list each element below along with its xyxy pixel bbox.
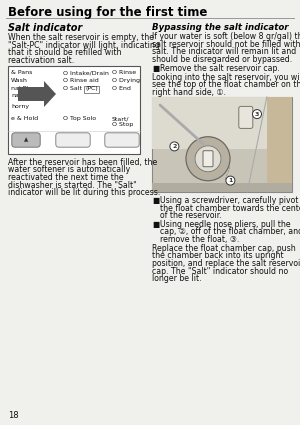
Text: O End: O End <box>112 86 131 91</box>
Text: remove the float, ③.: remove the float, ③. <box>160 235 239 244</box>
FancyBboxPatch shape <box>152 97 292 192</box>
Text: Before using for the first time: Before using for the first time <box>8 6 207 19</box>
Circle shape <box>170 142 179 151</box>
FancyBboxPatch shape <box>152 97 267 149</box>
Text: If your water is soft (below 8 gr/gal) the: If your water is soft (below 8 gr/gal) t… <box>152 32 300 41</box>
Text: nal: nal <box>11 93 21 98</box>
Text: 18: 18 <box>8 411 19 420</box>
Text: that it should be refilled with: that it should be refilled with <box>8 48 122 57</box>
Text: cap, ②, off of the float chamber, and: cap, ②, off of the float chamber, and <box>160 227 300 236</box>
Text: O Drying: O Drying <box>112 78 140 83</box>
Text: Replace the float chamber cap, push: Replace the float chamber cap, push <box>152 244 296 253</box>
Text: O Rinse: O Rinse <box>112 70 136 75</box>
Text: reactivated the next time the: reactivated the next time the <box>8 173 124 182</box>
Text: After the reservoir has been filled, the: After the reservoir has been filled, the <box>8 158 157 167</box>
Text: should be disregarded or bypassed.: should be disregarded or bypassed. <box>152 54 292 63</box>
Text: e & Hold: e & Hold <box>11 116 38 121</box>
Text: "Salt-PC" indicator will light, indicating: "Salt-PC" indicator will light, indicati… <box>8 40 160 49</box>
Text: ■: ■ <box>152 64 159 73</box>
Text: dishwasher is started. The "Salt": dishwasher is started. The "Salt" <box>8 181 137 190</box>
Circle shape <box>226 176 235 185</box>
Text: & Pans: & Pans <box>11 70 32 75</box>
Text: O Salt: O Salt <box>63 86 82 91</box>
Text: Bypassing the salt indicator: Bypassing the salt indicator <box>152 23 289 32</box>
Text: water softener is automatically: water softener is automatically <box>8 165 130 175</box>
FancyBboxPatch shape <box>239 106 253 128</box>
Text: ■: ■ <box>152 196 159 205</box>
FancyBboxPatch shape <box>8 66 140 154</box>
Text: 1: 1 <box>228 178 233 183</box>
FancyBboxPatch shape <box>56 133 90 147</box>
Text: see the top of the float chamber on the: see the top of the float chamber on the <box>152 80 300 89</box>
Text: O Top Solo: O Top Solo <box>63 116 96 121</box>
Text: salt. The indicator will remain lit and: salt. The indicator will remain lit and <box>152 47 296 56</box>
FancyBboxPatch shape <box>267 97 292 192</box>
Text: Looking into the salt reservoir, you will: Looking into the salt reservoir, you wil… <box>152 73 300 82</box>
Text: the chamber back into its upright: the chamber back into its upright <box>152 252 284 261</box>
FancyBboxPatch shape <box>203 151 213 167</box>
Text: O Intake/Drain: O Intake/Drain <box>63 70 109 75</box>
Text: (PC): (PC) <box>85 86 98 91</box>
Text: Salt indicator: Salt indicator <box>8 23 82 33</box>
Polygon shape <box>18 81 56 107</box>
Text: 2: 2 <box>172 144 177 149</box>
Text: Using a screwdriver, carefully pivot: Using a screwdriver, carefully pivot <box>160 196 298 205</box>
Circle shape <box>195 146 221 172</box>
Text: ▲: ▲ <box>24 138 28 142</box>
FancyBboxPatch shape <box>105 133 139 147</box>
Text: O Rinse aid: O Rinse aid <box>63 78 99 83</box>
Text: ■: ■ <box>152 219 159 229</box>
Circle shape <box>253 110 262 119</box>
Text: of the reservoir.: of the reservoir. <box>160 211 222 220</box>
Text: Using needle nose pliers, pull the: Using needle nose pliers, pull the <box>160 219 291 229</box>
Text: cap. The "Salt" indicator should no: cap. The "Salt" indicator should no <box>152 266 288 275</box>
Text: reactivation salt.: reactivation salt. <box>8 56 74 65</box>
Text: 3: 3 <box>255 112 259 116</box>
Text: indicator will be lit during this process.: indicator will be lit during this proces… <box>8 188 160 197</box>
Text: right hand side, ①.: right hand side, ①. <box>152 88 226 96</box>
Circle shape <box>186 137 230 181</box>
Text: Start/
O Stop: Start/ O Stop <box>112 116 133 127</box>
Text: nal Plus: nal Plus <box>11 86 35 91</box>
FancyBboxPatch shape <box>12 133 40 147</box>
Text: the float chamber towards the center: the float chamber towards the center <box>160 204 300 212</box>
FancyBboxPatch shape <box>152 182 292 192</box>
Text: longer be lit.: longer be lit. <box>152 274 202 283</box>
Text: Remove the salt reservoir cap.: Remove the salt reservoir cap. <box>160 64 280 73</box>
Text: salt reservoir should not be filled with: salt reservoir should not be filled with <box>152 40 300 48</box>
Text: position, and replace the salt reservoir: position, and replace the salt reservoir <box>152 259 300 268</box>
Text: horny: horny <box>11 104 29 109</box>
Text: Wash: Wash <box>11 78 28 83</box>
Text: When the salt reservoir is empty, the: When the salt reservoir is empty, the <box>8 33 154 42</box>
